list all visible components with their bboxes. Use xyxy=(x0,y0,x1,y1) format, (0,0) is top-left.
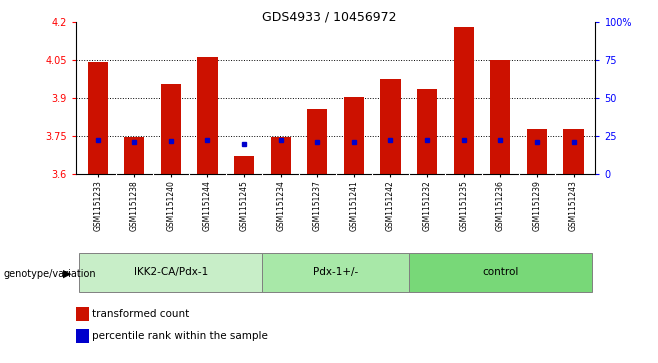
Text: Pdx-1+/-: Pdx-1+/- xyxy=(313,267,358,277)
Text: GDS4933 / 10456972: GDS4933 / 10456972 xyxy=(262,11,396,24)
Bar xyxy=(161,84,181,174)
Bar xyxy=(88,62,108,174)
Bar xyxy=(124,138,144,174)
Bar xyxy=(490,60,511,174)
Bar xyxy=(527,129,547,174)
Bar xyxy=(453,27,474,174)
Text: control: control xyxy=(482,267,519,277)
Bar xyxy=(307,110,327,174)
Bar xyxy=(234,156,254,174)
Bar xyxy=(417,89,437,174)
Bar xyxy=(409,253,592,292)
Text: IKK2-CA/Pdx-1: IKK2-CA/Pdx-1 xyxy=(134,267,208,277)
Bar xyxy=(263,253,409,292)
Bar xyxy=(563,129,584,174)
Bar xyxy=(197,57,218,174)
Bar xyxy=(270,138,291,174)
Bar xyxy=(344,97,364,174)
Text: transformed count: transformed count xyxy=(92,309,190,319)
Bar xyxy=(380,79,401,174)
Bar xyxy=(80,253,263,292)
Text: ▶: ▶ xyxy=(63,269,71,279)
Text: percentile rank within the sample: percentile rank within the sample xyxy=(92,331,268,341)
Text: genotype/variation: genotype/variation xyxy=(3,269,96,279)
